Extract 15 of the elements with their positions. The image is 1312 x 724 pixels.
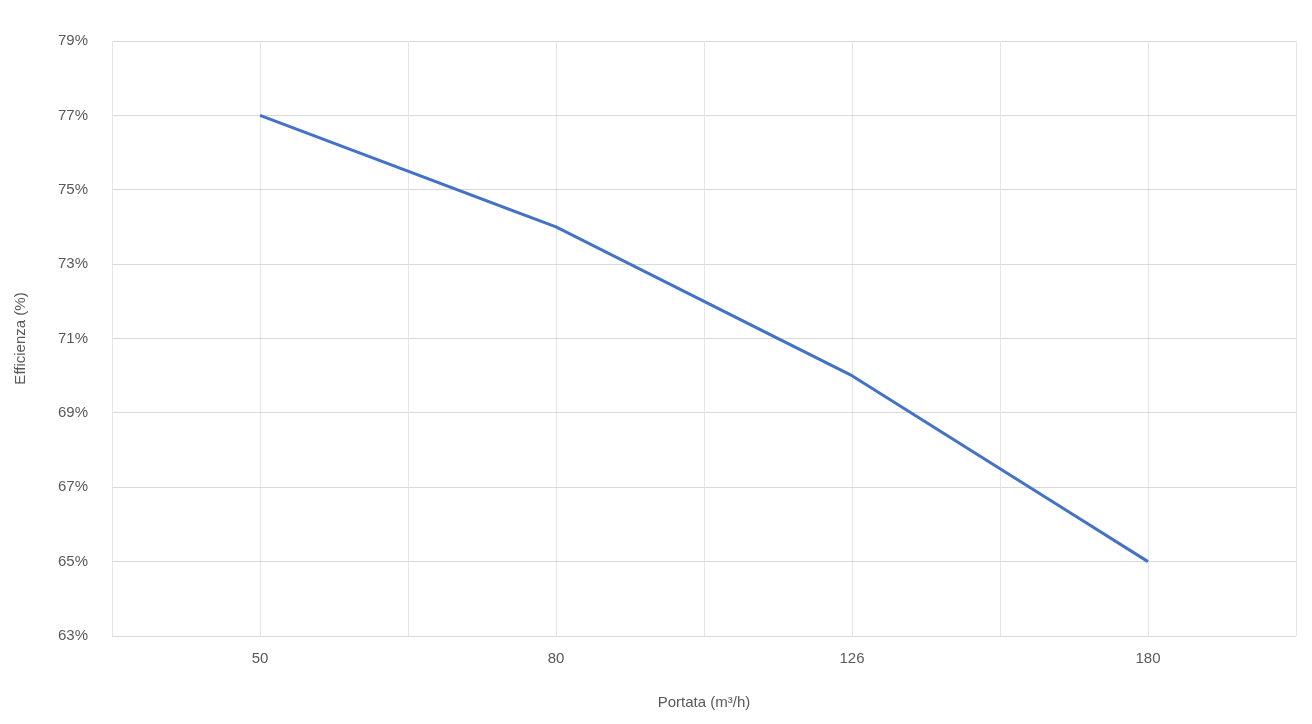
y-tick-label: 71% [57,328,89,346]
y-tick-label: 63% [57,626,89,644]
y-tick-label: 75% [57,179,89,197]
y-tick-label: 65% [57,551,89,569]
x-tick-label: 50 [251,649,269,667]
x-tick-label: 80 [547,649,565,667]
y-tick-label: 67% [57,477,89,495]
y-tick-label: 77% [57,105,89,123]
y-tick-label: 73% [57,254,89,272]
x-tick-label: 180 [1135,649,1161,667]
x-axis-title: Portata (m³/h) [657,693,751,711]
y-axis-title: Efficienza (%) [11,292,29,385]
y-tick-label: 79% [57,31,89,49]
x-tick-label: 126 [839,649,865,667]
y-tick-label: 69% [57,403,89,421]
